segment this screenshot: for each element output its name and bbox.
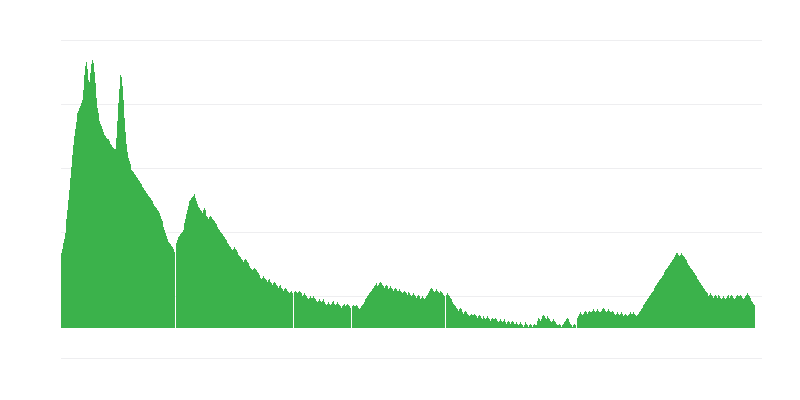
gridlines [61,40,762,359]
data-series [61,60,755,328]
series-area-path [61,60,755,328]
